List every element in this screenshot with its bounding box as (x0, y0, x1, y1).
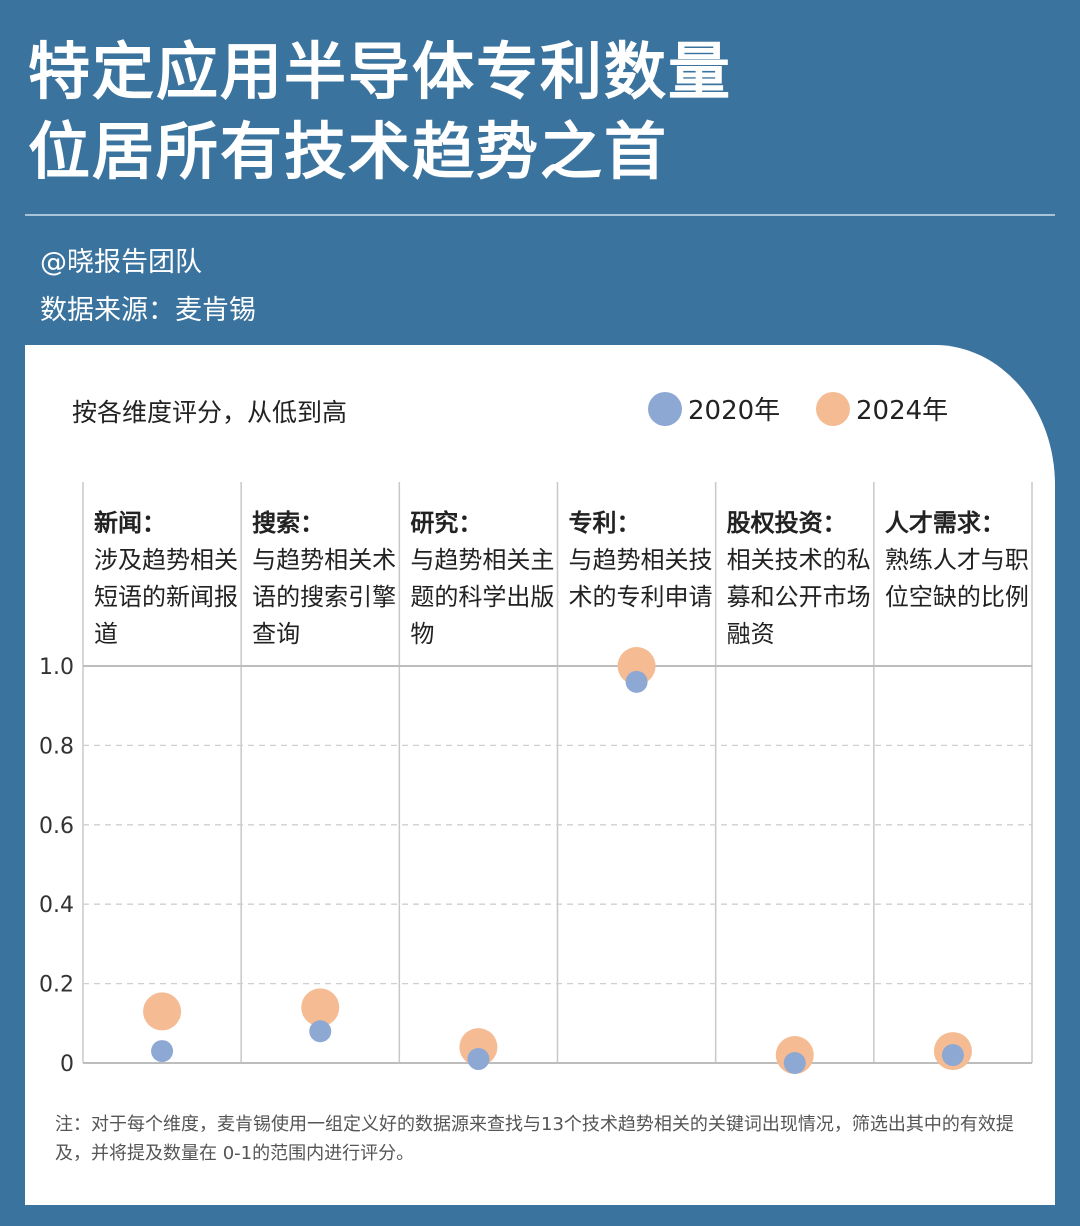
title-line-1: 特定应用半导体专利数量 (28, 35, 733, 108)
title-line-2: 位居所有技术趋势之首 (28, 115, 669, 188)
y-tick-label: 0.2 (39, 973, 74, 998)
y-tick-label: 0.6 (39, 814, 74, 839)
column-desc: 与趋势相关主题的科学出版物 (410, 546, 555, 648)
column-title: 研究： (410, 509, 483, 537)
divider (25, 214, 1055, 216)
y-tick-label: 1.0 (39, 655, 74, 680)
legend-label-2020: 2020年 (688, 396, 781, 426)
data-point-2020年 (783, 1052, 806, 1074)
y-tick-label: 0 (60, 1052, 74, 1077)
data-point-2020年 (309, 1020, 332, 1043)
source: 数据来源：麦肯锡 (40, 295, 256, 326)
footnote: 注：对于每个维度，麦肯锡使用一组定义好的数据源来查找与13个技术趋势相关的关键词… (55, 1114, 1014, 1164)
y-tick-label: 0.8 (39, 734, 74, 759)
column-desc: 相关技术的私募和公开市场融资 (726, 546, 871, 648)
data-point-2020年 (467, 1048, 490, 1071)
legend-dot-2020 (648, 391, 682, 426)
column-desc: 涉及趋势相关短语的新闻报道 (94, 546, 238, 648)
legend-dot-2024 (816, 391, 850, 426)
chart-card (25, 345, 1055, 1205)
author: @晓报告团队 (40, 247, 202, 278)
column-title: 股权投资： (726, 509, 847, 537)
column-desc: 与趋势相关技术的专利申请 (568, 546, 713, 611)
column-header: 新闻： 涉及趋势相关短语的新闻报道 (94, 505, 244, 653)
column-header: 专利： 与趋势相关技术的专利申请 (569, 505, 719, 616)
column-title: 人才需求： (884, 509, 1005, 537)
column-title: 搜索： (252, 509, 325, 537)
column-header: 人才需求： 熟练人才与职位空缺的比例 (885, 505, 1035, 616)
page-title: 特定应用半导体专利数量 位居所有技术趋势之首 (28, 32, 732, 192)
column-title: 新闻： (94, 509, 166, 537)
column-header: 研究： 与趋势相关主题的科学出版物 (410, 505, 560, 653)
column-desc: 熟练人才与职位空缺的比例 (884, 546, 1029, 611)
legend-2020: 2020年 (648, 390, 780, 427)
y-tick-label: 0.4 (39, 893, 74, 918)
column-header: 搜索： 与趋势相关术语的搜索引擎查询 (252, 505, 402, 653)
data-point-2020年 (151, 1040, 174, 1063)
legend-2024: 2024年 (816, 390, 948, 427)
column-desc: 与趋势相关术语的搜索引擎查询 (252, 546, 397, 648)
data-point-2020年 (625, 670, 648, 693)
data-point-2024年 (301, 988, 340, 1027)
data-point-2020年 (941, 1044, 964, 1067)
data-point-2024年 (617, 647, 656, 685)
column-title: 专利： (568, 509, 641, 537)
column-header: 股权投资： 相关技术的私募和公开市场融资 (727, 505, 877, 653)
data-point-2024年 (143, 992, 182, 1031)
legend-label-2024: 2024年 (856, 396, 949, 426)
chart-subtitle: 按各维度评分，从低到高 (72, 398, 348, 427)
